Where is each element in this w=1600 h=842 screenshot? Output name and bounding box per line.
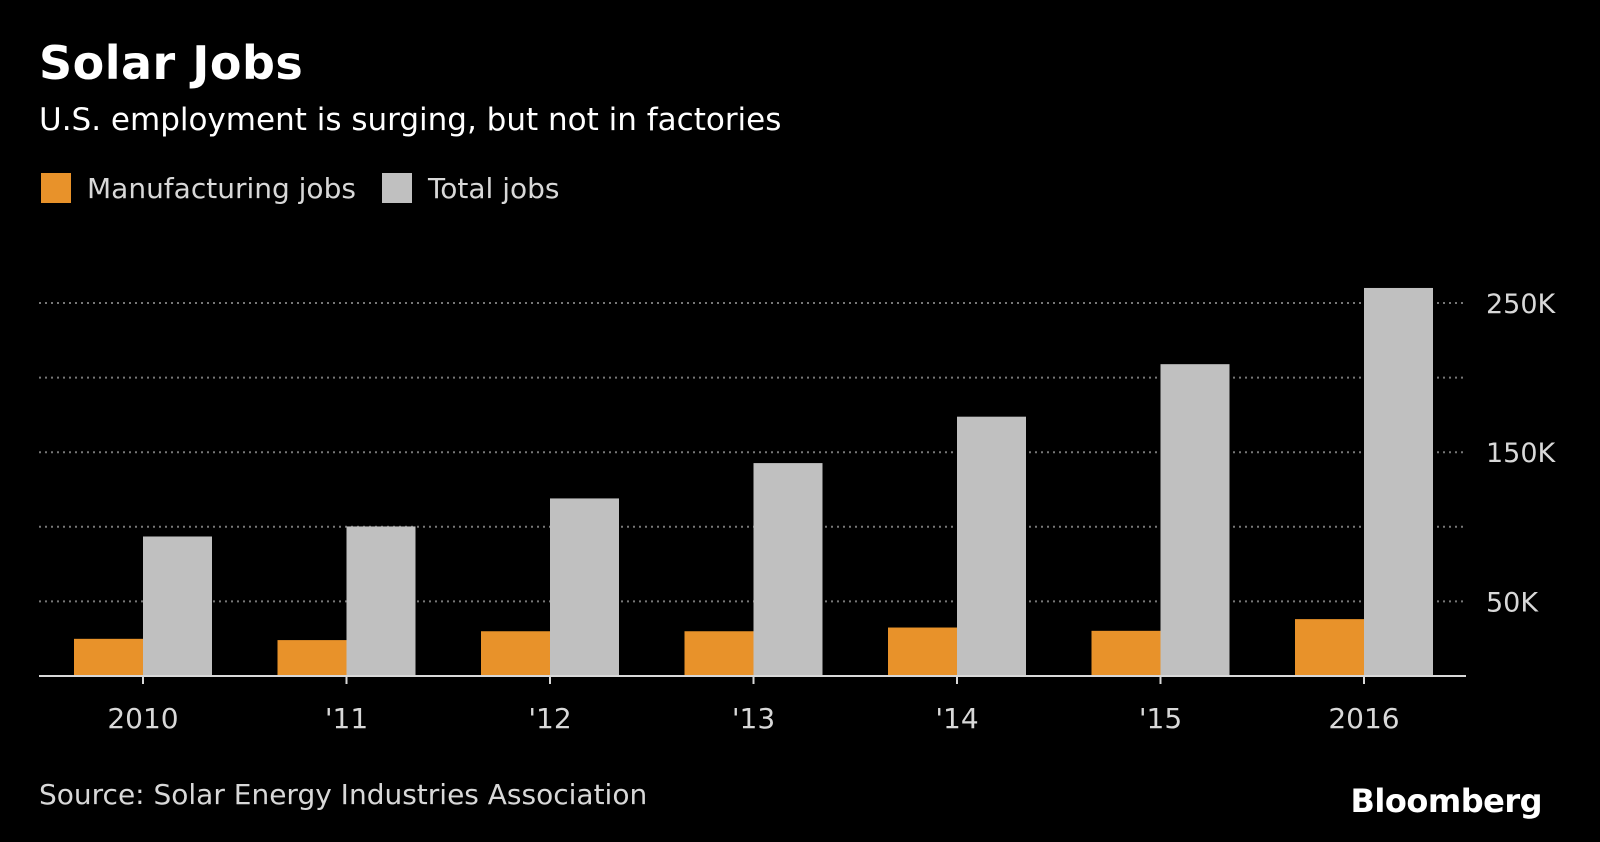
y-tick-label: 250K: [1486, 289, 1557, 320]
bar-total: [1364, 287, 1433, 676]
source-note: Source: Solar Energy Industries Associat…: [39, 778, 648, 811]
bar-total: [550, 498, 619, 676]
bar-total: [143, 536, 212, 676]
legend-swatch-manufacturing: [41, 173, 71, 203]
legend-label-total: Total jobs: [427, 171, 560, 205]
bloomberg-logo: Bloomberg: [1350, 782, 1543, 820]
x-tick-label: '15: [1139, 702, 1182, 735]
bar-manufacturing: [888, 627, 957, 676]
bar-manufacturing: [481, 631, 550, 676]
bar-manufacturing: [684, 631, 754, 676]
x-tick-label: '13: [732, 702, 775, 735]
bar-manufacturing: [277, 640, 347, 676]
legend-label-manufacturing: Manufacturing jobs: [87, 171, 356, 205]
bar-manufacturing: [1295, 619, 1364, 676]
x-tick-label: 2016: [1328, 702, 1399, 735]
chart-title: Solar Jobs: [39, 36, 304, 90]
legend-item-manufacturing: Manufacturing jobs: [41, 172, 356, 205]
legend-swatch-total: [381, 173, 412, 203]
legend: Manufacturing jobs Total jobs: [41, 170, 586, 206]
x-tick-label: 2010: [107, 702, 178, 735]
x-tick-label: '12: [528, 702, 571, 735]
bar-manufacturing: [1091, 630, 1161, 676]
x-tick-label: '14: [935, 702, 978, 735]
chart-subtitle: U.S. employment is surging, but not in f…: [39, 102, 782, 138]
y-tick-label: 50K: [1486, 587, 1539, 618]
bar-total: [753, 463, 823, 676]
bar-total: [1160, 364, 1230, 676]
bar-total: [957, 416, 1026, 676]
bar-manufacturing: [74, 638, 143, 676]
legend-item-total: Total jobs: [381, 171, 560, 205]
bar-total: [346, 526, 416, 676]
y-tick-label: 150K: [1486, 438, 1557, 469]
x-tick-label: '11: [325, 702, 368, 735]
